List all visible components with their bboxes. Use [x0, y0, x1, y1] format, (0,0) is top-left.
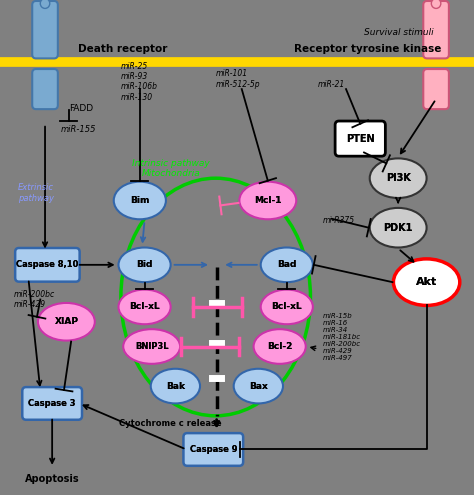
Ellipse shape	[38, 303, 95, 341]
Text: Bad: Bad	[277, 260, 296, 269]
Text: Death receptor: Death receptor	[78, 45, 168, 54]
Text: miR-21: miR-21	[318, 80, 345, 89]
Text: Caspase 8,10: Caspase 8,10	[16, 260, 79, 269]
Ellipse shape	[393, 259, 460, 305]
Text: Akt: Akt	[416, 277, 437, 287]
Text: Survival stimuli: Survival stimuli	[364, 28, 434, 37]
Ellipse shape	[261, 290, 313, 324]
FancyBboxPatch shape	[22, 387, 82, 420]
Text: Apoptosis: Apoptosis	[25, 474, 80, 484]
Text: XIAP: XIAP	[55, 317, 78, 326]
Text: Bcl-2: Bcl-2	[267, 342, 292, 351]
Text: Bak: Bak	[166, 382, 185, 391]
FancyBboxPatch shape	[15, 248, 80, 282]
FancyBboxPatch shape	[32, 1, 58, 58]
Ellipse shape	[114, 182, 166, 219]
FancyBboxPatch shape	[423, 69, 449, 109]
Text: Mcl-1: Mcl-1	[254, 196, 282, 205]
Ellipse shape	[123, 329, 180, 364]
Text: miR-25
miR-93
miR-106b
miR-130: miR-25 miR-93 miR-106b miR-130	[121, 61, 158, 102]
Ellipse shape	[370, 158, 427, 198]
Text: Mcl-1: Mcl-1	[254, 196, 282, 205]
FancyBboxPatch shape	[32, 69, 58, 109]
Text: PDK1: PDK1	[383, 223, 413, 233]
Text: Bid: Bid	[137, 260, 153, 269]
Text: miR-155: miR-155	[61, 125, 96, 134]
Text: BNIP3L: BNIP3L	[135, 342, 168, 351]
Text: XIAP: XIAP	[55, 317, 78, 326]
FancyBboxPatch shape	[423, 1, 449, 58]
Ellipse shape	[151, 369, 200, 403]
Text: mi-R375: mi-R375	[322, 216, 355, 225]
Text: Caspase 9: Caspase 9	[190, 445, 237, 454]
Text: PDK1: PDK1	[383, 223, 413, 233]
Text: Bim: Bim	[130, 196, 149, 205]
Ellipse shape	[370, 208, 427, 248]
Text: Bcl-xL: Bcl-xL	[272, 302, 302, 311]
Text: Bcl-xL: Bcl-xL	[272, 302, 302, 311]
Text: Extrinsic
pathway: Extrinsic pathway	[18, 183, 54, 203]
Text: PI3K: PI3K	[386, 173, 410, 183]
Text: Bcl-xL: Bcl-xL	[129, 302, 160, 311]
Text: Caspase 3: Caspase 3	[28, 399, 76, 408]
FancyBboxPatch shape	[335, 121, 385, 156]
Text: Cytochrome c release: Cytochrome c release	[119, 419, 222, 428]
Text: PI3K: PI3K	[386, 173, 410, 183]
Text: miR-15b
miR-16
miR-34
miR-181bc
miR-200bc
miR-429
miR-497: miR-15b miR-16 miR-34 miR-181bc miR-200b…	[322, 313, 360, 360]
Text: Bid: Bid	[137, 260, 153, 269]
Text: Bad: Bad	[277, 260, 296, 269]
Ellipse shape	[254, 329, 306, 364]
FancyBboxPatch shape	[183, 433, 243, 466]
Text: Caspase 3: Caspase 3	[28, 399, 76, 408]
Ellipse shape	[261, 248, 313, 282]
Text: miR-200bc
miR-429: miR-200bc miR-429	[14, 290, 55, 309]
Text: Bim: Bim	[130, 196, 149, 205]
Text: BNIP3L: BNIP3L	[135, 342, 168, 351]
Text: Bcl-2: Bcl-2	[267, 342, 292, 351]
Text: Bak: Bak	[166, 382, 185, 391]
Text: miR-101
miR-512-5p: miR-101 miR-512-5p	[216, 69, 260, 89]
Text: FADD: FADD	[69, 104, 93, 113]
Text: PTEN: PTEN	[346, 134, 374, 144]
Ellipse shape	[239, 182, 296, 219]
Text: Receptor tyrosine kinase: Receptor tyrosine kinase	[294, 45, 441, 54]
Text: Intrinsic pathway
Mitochondria: Intrinsic pathway Mitochondria	[132, 158, 210, 178]
Text: Bax: Bax	[249, 382, 268, 391]
Circle shape	[431, 0, 441, 8]
Text: Caspase 9: Caspase 9	[190, 445, 237, 454]
Text: PTEN: PTEN	[346, 134, 374, 144]
Text: Bcl-xL: Bcl-xL	[129, 302, 160, 311]
Text: Bax: Bax	[249, 382, 268, 391]
Ellipse shape	[118, 248, 171, 282]
Text: Caspase 8,10: Caspase 8,10	[16, 260, 79, 269]
Text: Akt: Akt	[416, 277, 437, 287]
Ellipse shape	[118, 290, 171, 324]
Ellipse shape	[234, 369, 283, 403]
Circle shape	[40, 0, 50, 8]
